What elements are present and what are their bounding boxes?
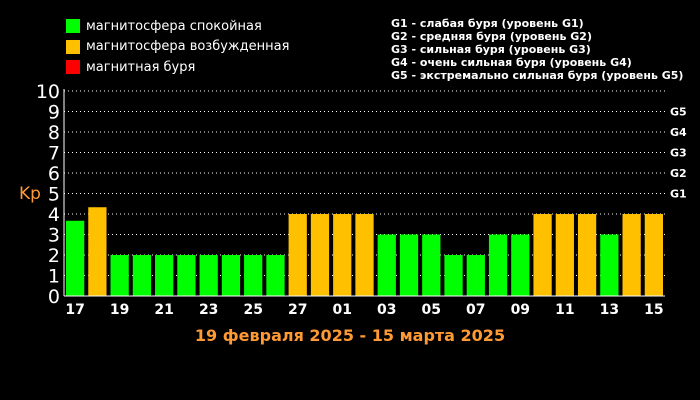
legend-label-quiet: магнитосфера спокойная [86, 18, 262, 34]
right-tick-label: G4 [670, 126, 687, 139]
bar [466, 255, 485, 296]
x-tick-label: 13 [600, 302, 619, 318]
bar [221, 255, 241, 296]
legend-label-excited: магнитосфера возбужденная [86, 39, 290, 55]
x-tick-label: 27 [288, 302, 307, 318]
y-tick-label: 7 [48, 143, 60, 165]
right-tick-label: G1 [670, 188, 687, 201]
storm-level-g1: G1 - слабая буря (уровень G1) [391, 17, 584, 30]
bar [511, 234, 530, 296]
x-tick-label: 01 [332, 302, 351, 318]
storm-level-g5: G5 - экстремально сильная буря (уровень … [391, 69, 684, 82]
bar [244, 255, 263, 296]
bar [199, 255, 218, 296]
bar [644, 214, 663, 296]
y-tick-label: 9 [48, 102, 60, 124]
right-tick-label: G5 [670, 106, 687, 119]
bar [444, 255, 463, 296]
x-tick-label: 25 [243, 302, 262, 318]
y-tick-label: 8 [48, 122, 60, 144]
bar [132, 255, 152, 296]
bar [177, 255, 196, 296]
storm-level-g4: G4 - очень сильная буря (уровень G4) [391, 56, 632, 69]
legend-swatch-storm [66, 60, 80, 75]
x-tick-label: 23 [199, 302, 218, 318]
legend: магнитосфера спокойная магнитосфера возб… [66, 16, 289, 78]
y-tick-label: 6 [48, 163, 60, 185]
y-axis-label: Kp [19, 184, 41, 204]
legend-swatch-excited [66, 39, 80, 54]
y-tick-label: 2 [48, 245, 60, 267]
storm-level-g2: G2 - средняя буря (уровень G2) [391, 30, 592, 43]
x-tick-label: 03 [377, 302, 396, 318]
bar [399, 234, 419, 296]
y-tick-label: 4 [48, 204, 60, 226]
bar [310, 214, 330, 296]
bar [288, 214, 307, 296]
bar [266, 255, 285, 296]
bar [88, 207, 107, 296]
y-tick-label: 1 [48, 266, 60, 288]
bars [66, 207, 663, 296]
y-tick-label: 0 [48, 286, 60, 308]
bar [377, 234, 396, 296]
bar [555, 214, 574, 296]
x-tick-label: 21 [154, 302, 173, 318]
bar [110, 255, 129, 296]
x-tick-label: 17 [65, 302, 84, 318]
x-tick-label: 05 [422, 302, 441, 318]
legend-swatch-quiet [66, 19, 80, 33]
x-tick-label: 11 [555, 302, 574, 318]
bar [577, 214, 597, 296]
y-tick-label: 10 [36, 81, 60, 103]
bar [66, 220, 85, 296]
y-tick-label: 5 [48, 184, 60, 206]
bar [355, 214, 374, 296]
x-tick-label: 19 [110, 302, 129, 318]
storm-level-g3: G3 - сильная буря (уровень G3) [391, 43, 591, 56]
right-tick-label: G2 [670, 167, 687, 180]
bar [488, 234, 508, 296]
legend-label-storm: магнитная буря [86, 59, 196, 75]
bar [622, 214, 641, 296]
y-tick-label: 3 [48, 225, 60, 247]
bar [533, 214, 552, 296]
legend-item-quiet: магнитосфера спокойная [66, 16, 289, 36]
x-tick-label: 07 [466, 302, 485, 318]
legend-item-storm: магнитная буря [66, 57, 289, 77]
x-axis-label: 19 февраля 2025 - 15 марта 2025 [195, 326, 505, 345]
right-tick-label: G3 [670, 147, 687, 160]
legend-item-excited: магнитосфера возбужденная [66, 37, 289, 57]
x-tick-label: 09 [511, 302, 530, 318]
bar [155, 255, 174, 296]
bar [333, 214, 352, 296]
bar [422, 234, 441, 296]
storm-level-legend: G1 - слабая буря (уровень G1) G2 - средн… [391, 17, 683, 82]
x-tick-label: 15 [644, 302, 663, 318]
bar [600, 234, 619, 296]
